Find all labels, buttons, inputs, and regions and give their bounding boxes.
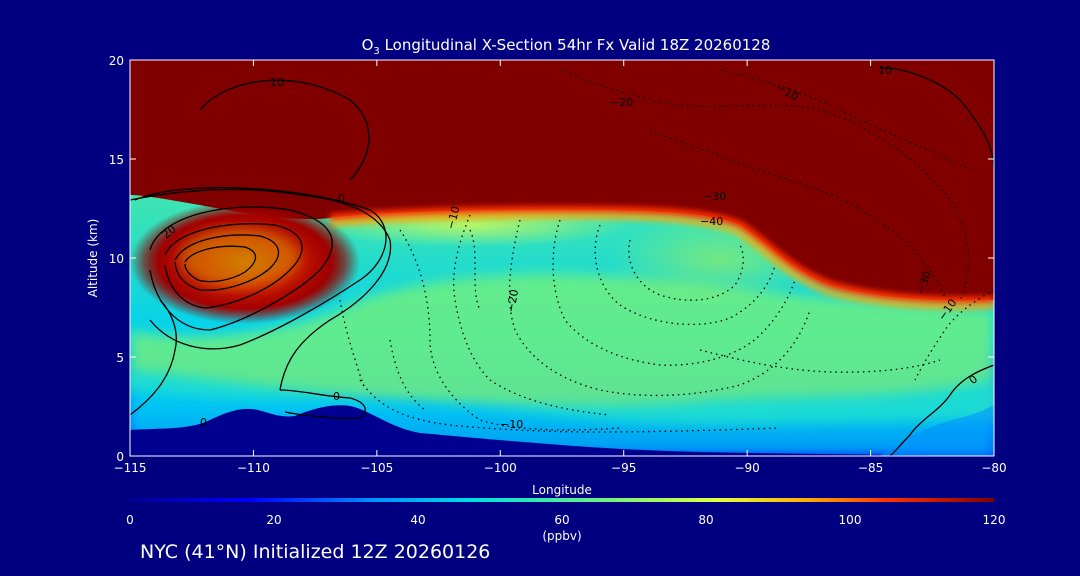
colorbar-units: (ppbv) (542, 529, 581, 543)
x-tick-label: −115 (114, 461, 147, 475)
contour-label: 0 (338, 192, 345, 205)
colorbar-tick-label: 120 (983, 513, 1006, 527)
green-region (130, 273, 994, 425)
x-tick-label: −110 (237, 461, 270, 475)
chart-title: O3 Longitudinal X-Section 54hr Fx Valid … (362, 36, 771, 57)
stratosphere-region (130, 60, 994, 301)
contour-label: −20 (504, 288, 521, 313)
contour-neg20-b (552, 219, 796, 366)
contour-label: −40 (700, 215, 723, 228)
contour-label: 10 (270, 76, 284, 89)
ozone-field: 10 20 0 10 −10 −20 −30 −40 −10 −20 −30 −… (130, 60, 994, 456)
title-subscript: 3 (373, 46, 379, 57)
y-tick-label: 10 (109, 252, 124, 266)
x-tick-label: −80 (981, 461, 1006, 475)
y-axis: 0 5 10 15 20 (109, 54, 994, 464)
title-rest: Longitudinal X-Section 54hr Fx Valid 18Z… (380, 36, 771, 54)
colorbar-tick-label: 20 (266, 513, 281, 527)
contour-label: −10 (500, 418, 523, 431)
contour-zero-east-low (889, 364, 994, 456)
y-tick-label: 20 (109, 54, 124, 68)
x-axis: −115 −110 −105 −100 −95 −90 −85 −80 (114, 60, 1007, 475)
contour-zero-lower (279, 389, 366, 420)
colorbar-ticks: 0 20 40 60 80 100 120 (126, 513, 1005, 527)
colorbar-tick-label: 80 (698, 513, 713, 527)
contour-plume-4 (184, 245, 257, 283)
title-prefix: O (362, 36, 374, 54)
colorbar-tick-label: 0 (126, 513, 134, 527)
contour-zero-upper (130, 188, 392, 391)
contour-plume-2 (164, 223, 303, 309)
colorbar-tick-label: 40 (410, 513, 425, 527)
contour-neg10-top (719, 69, 971, 171)
x-axis-label: Longitude (532, 483, 592, 497)
contour-plume-outer (134, 187, 387, 350)
contour-neg10-low (359, 379, 781, 433)
contour-10-west (199, 79, 370, 181)
x-tick-label: −90 (734, 461, 759, 475)
contour-label: −30 (703, 190, 726, 203)
contour-label: 10 (878, 64, 892, 77)
x-tick-label: −95 (611, 461, 636, 475)
contour-neg20-a (508, 219, 811, 397)
contour-label: 0 (200, 416, 207, 429)
x-tick-label: −100 (484, 461, 517, 475)
contour-zero-east-top (879, 67, 994, 171)
contour-label: −10 (444, 205, 463, 231)
y-tick-label: 5 (116, 351, 124, 365)
x-tick-label: −105 (360, 461, 393, 475)
y-tick-label: 15 (109, 153, 124, 167)
footer-caption: NYC (41°N) Initialized 12Z 20260126 (140, 541, 491, 563)
y-axis-label: Altitude (km) (86, 219, 100, 298)
contour-neg30 (594, 224, 776, 326)
contour-label: −20 (610, 96, 633, 109)
y-tick-label: 0 (116, 450, 124, 464)
colorbar-tick-label: 60 (554, 513, 569, 527)
colorbar (130, 498, 994, 502)
contour-plume-1 (149, 206, 333, 331)
contour-plume-3 (174, 234, 279, 291)
contour-neg20-top (559, 69, 970, 301)
dotted-contours (339, 69, 994, 433)
contour-label: 0 (333, 390, 340, 403)
x-tick-label: −85 (858, 461, 883, 475)
colorbar-tick-label: 100 (839, 513, 862, 527)
solid-contours (130, 67, 994, 456)
